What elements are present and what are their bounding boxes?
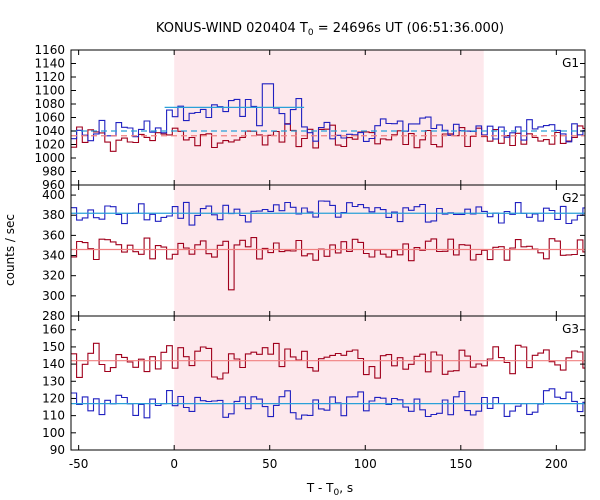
y-tick-label: 340: [42, 249, 65, 263]
panel-frame: [70, 315, 586, 451]
panel-label: G3: [562, 322, 579, 336]
y-tick-label: 130: [42, 374, 65, 388]
x-tick-label: 50: [262, 457, 277, 471]
x-tick-label: 150: [449, 457, 472, 471]
chart-title: KONUS-WIND 020404 T0 = 24696s UT (06:51:…: [156, 21, 504, 38]
panel-label: G1: [562, 56, 579, 70]
y-tick-label: 980: [42, 165, 65, 179]
y-tick-label: 400: [42, 188, 65, 202]
y-tick-label: 320: [42, 269, 65, 283]
y-tick-label: 100: [42, 426, 65, 440]
y-tick-label: 280: [42, 309, 65, 323]
blue-series-g2: [71, 200, 585, 226]
x-tick-label: 0: [170, 457, 178, 471]
y-axis-label: counts / sec: [3, 214, 17, 286]
red-series-g2: [71, 237, 585, 291]
y-tick-label: 1160: [34, 43, 65, 57]
panel-g1: 9609801000102010401060108011001120114011…: [34, 43, 586, 192]
y-tick-label: 160: [42, 323, 65, 337]
panel-label: G2: [562, 191, 579, 205]
y-tick-label: 1060: [34, 111, 65, 125]
panel-g2: 280 300 320 340 360 380 400 G2: [42, 184, 586, 323]
y-tick-label: 300: [42, 289, 65, 303]
x-tick-label: 200: [545, 457, 568, 471]
panel-g3: 90 100 110 120 130 140 150 160 G3: [42, 315, 586, 457]
x-tick-label: -50: [69, 457, 89, 471]
red-series-g3: [71, 342, 585, 380]
y-tick-label: 90: [50, 443, 65, 457]
y-tick-label: 1040: [34, 124, 65, 138]
plot-area: 9609801000102010401060108011001120114011…: [34, 43, 586, 471]
blue-series-g1: [71, 83, 585, 143]
y-tick-label: 380: [42, 208, 65, 222]
y-tick-label: 1080: [34, 97, 65, 111]
y-tick-label: 1000: [34, 151, 65, 165]
y-tick-label: 1100: [34, 84, 65, 98]
y-tick-label: 110: [42, 409, 65, 423]
y-tick-label: 1140: [34, 57, 65, 71]
y-tick-label: 360: [42, 228, 65, 242]
y-tick-label: 1020: [34, 138, 65, 152]
y-tick-label: 140: [42, 357, 65, 371]
x-axis-label: T - T0, s: [306, 481, 353, 498]
x-tick-label: 100: [354, 457, 377, 471]
y-tick-label: 960: [42, 178, 65, 192]
y-tick-label: 150: [42, 340, 65, 354]
y-tick-label: 120: [42, 391, 65, 405]
y-tick-label: 1120: [34, 70, 65, 84]
